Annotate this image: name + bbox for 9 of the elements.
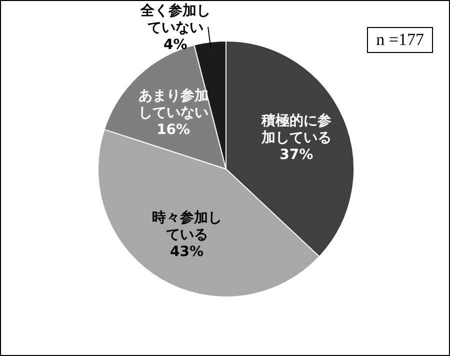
slice-label: 時々参加している [152, 210, 222, 243]
slice-label: 全く参加していない [140, 3, 210, 36]
text: n =177 [367, 27, 433, 53]
slice-label: 積極的に参加している [261, 112, 332, 146]
slice-label: あまり参加していない [138, 88, 208, 120]
data-label: 37% [278, 146, 314, 164]
data-label: 43% [169, 244, 205, 261]
data-label: 4% [162, 37, 188, 54]
data-label: 16% [156, 122, 192, 138]
